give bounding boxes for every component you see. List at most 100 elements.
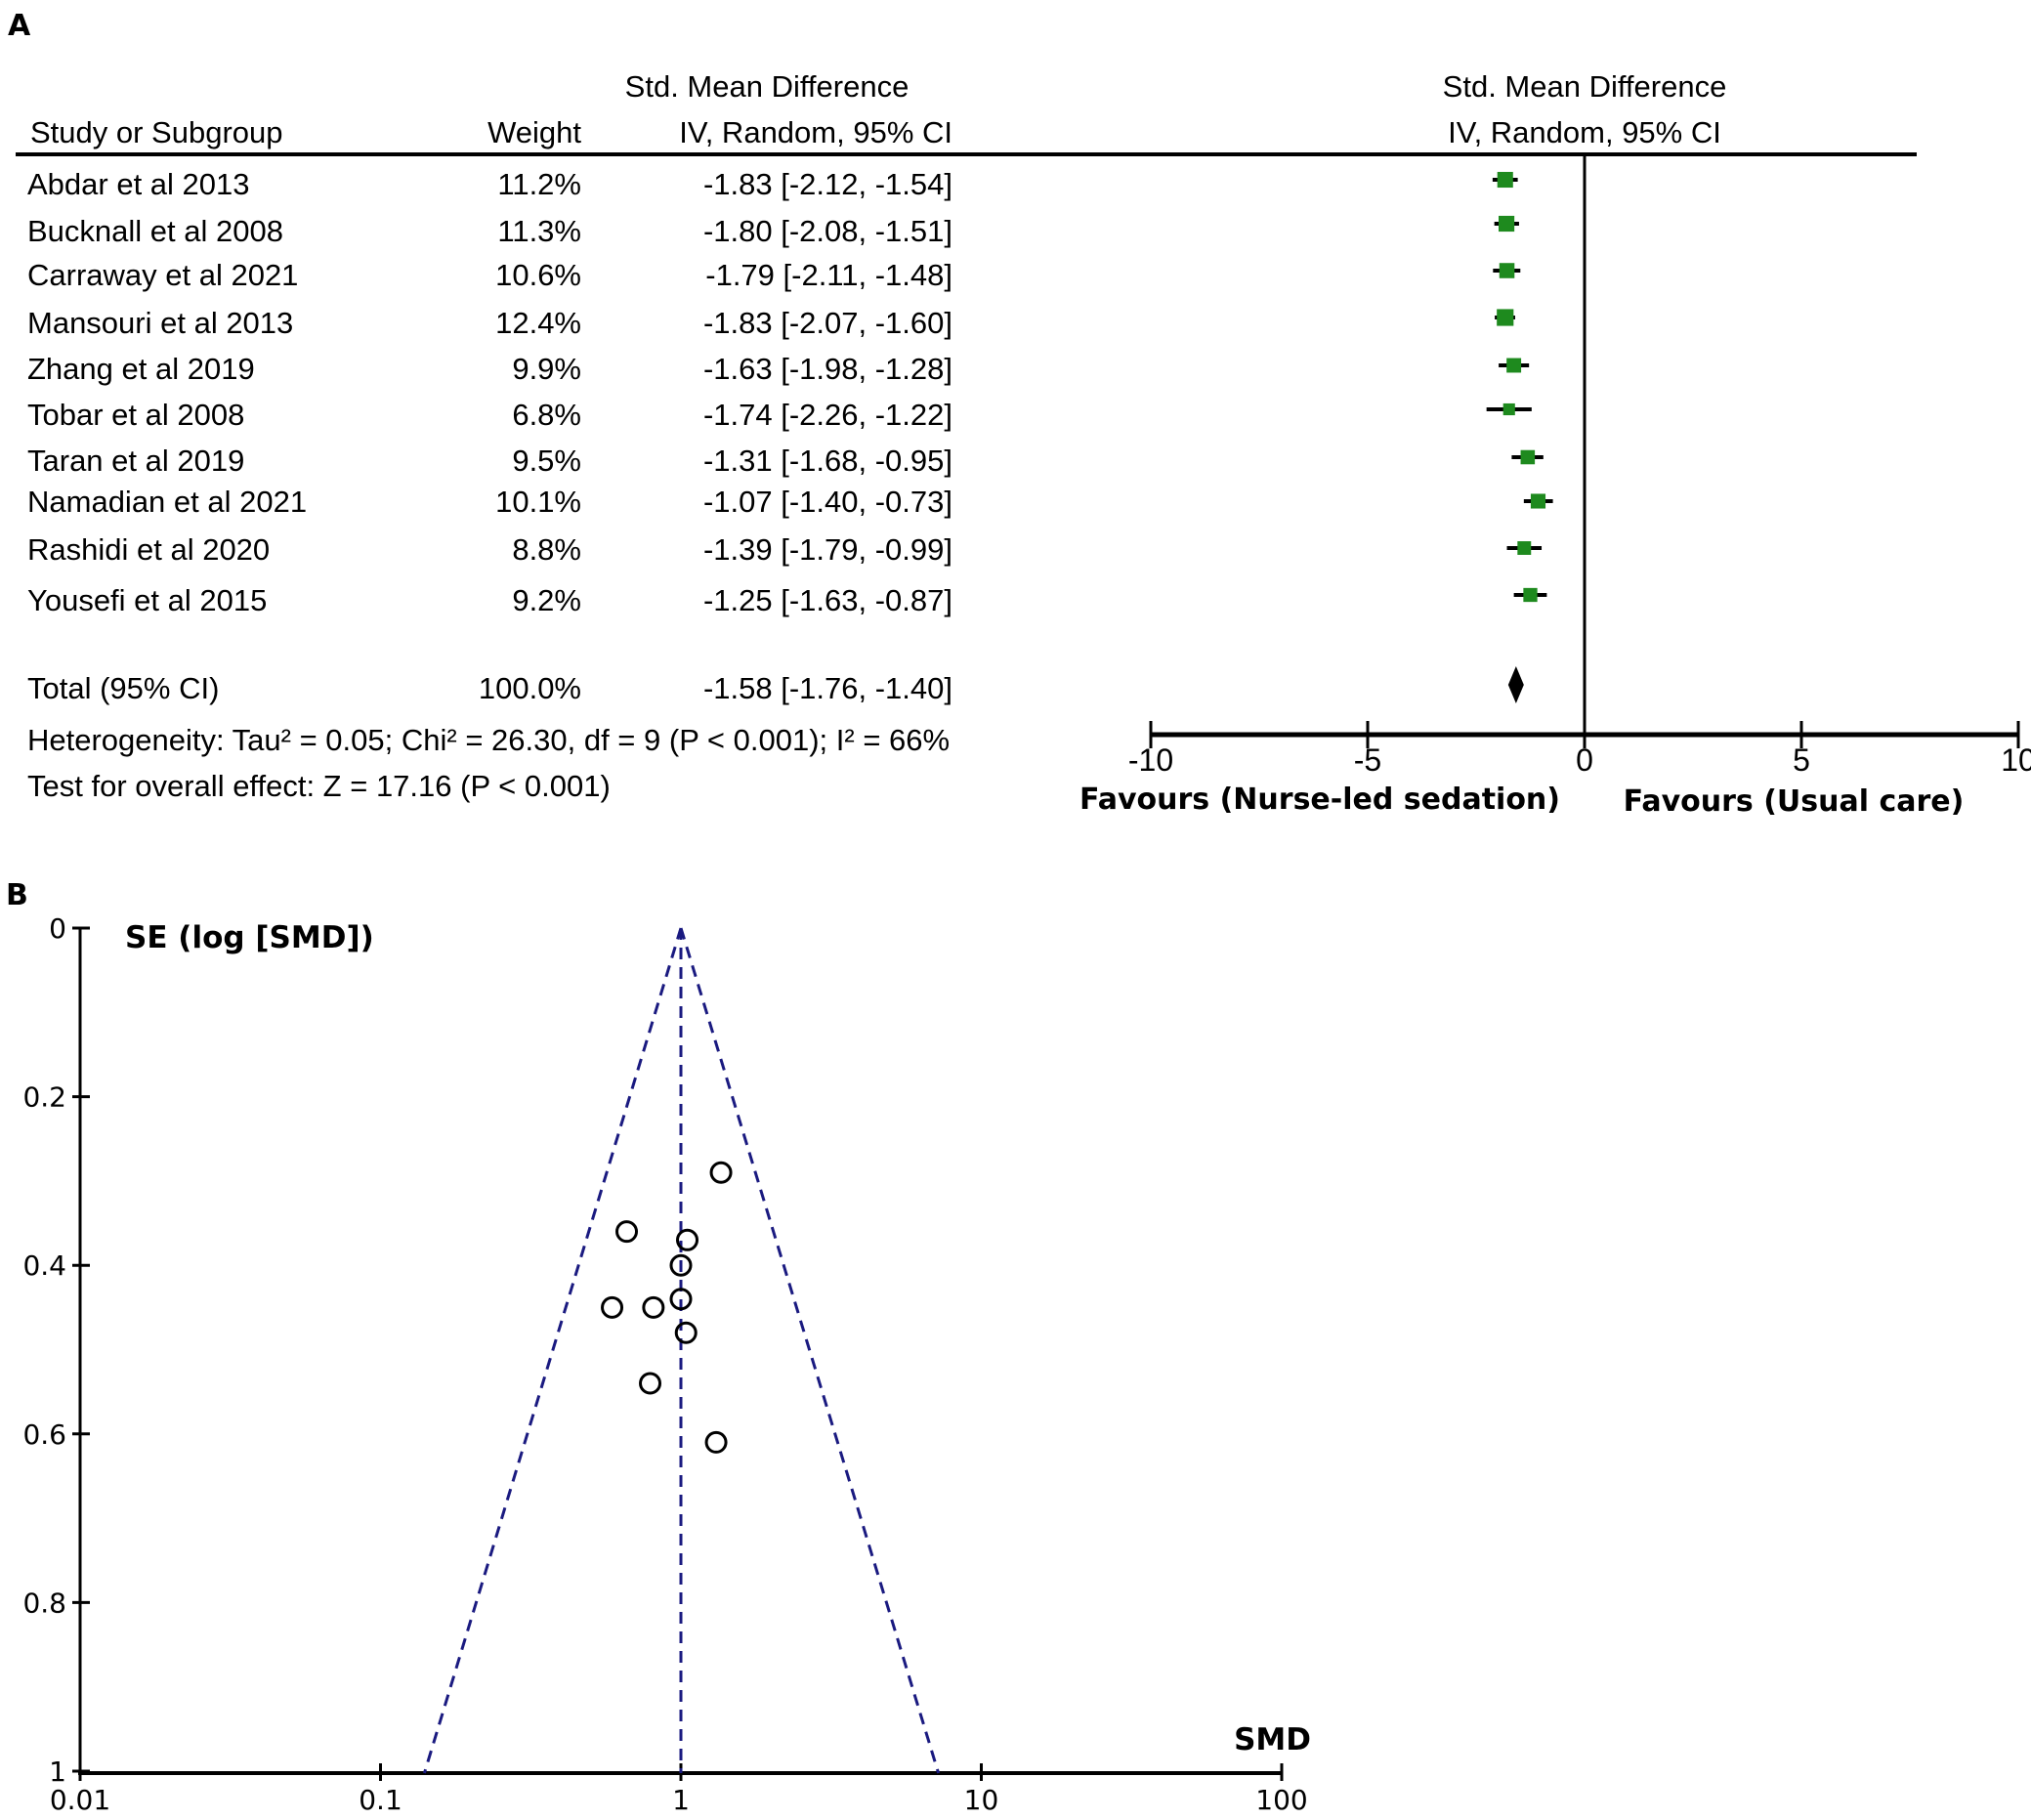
forest-x-tick-label: 10	[2001, 742, 2031, 778]
study-marker	[1497, 309, 1514, 326]
x-axis-label: SMD	[1234, 1722, 1311, 1757]
study-row: Abdar et al 2013 11.2% -1.83 [-2.12, -1.54…	[27, 167, 952, 201]
study-name: Yousefi et al 2015	[27, 583, 267, 617]
study-marker	[1523, 587, 1538, 603]
study-row: Namadian et al 2021 10.1% -1.07 [-1.40, -0…	[27, 485, 952, 519]
forest-x-tick-label: 0	[1576, 742, 1593, 778]
total-weight: 100.0%	[479, 671, 581, 705]
favours-right-label: Favours (Usual care)	[1624, 784, 1965, 819]
study-marker	[1520, 449, 1536, 465]
study-name: Bucknall et al 2008	[27, 214, 283, 248]
study-name: Taran et al 2019	[27, 444, 244, 478]
study-row: Zhang et al 2019 9.9% -1.63 [-1.98, -1.28]	[27, 352, 952, 386]
funnel-left-boundary	[422, 927, 683, 1774]
funnel-x-tick-label: 10	[964, 1784, 999, 1816]
study-weight: 10.6%	[495, 258, 581, 292]
plot-column-header-line1: Std. Mean Difference	[1443, 69, 1727, 104]
funnel-plot-area: 00.20.40.60.810.01 0.1 1 10 100	[22, 912, 1307, 1816]
funnel-right-boundary	[679, 927, 941, 1774]
funnel-x-tick-label: 0.01	[50, 1784, 110, 1816]
total-ci: -1.58 [-1.76, -1.40]	[703, 671, 952, 705]
funnel-y-tick-label: 0.4	[22, 1249, 66, 1282]
study-marker	[1498, 215, 1515, 233]
forest-x-tick-label: 5	[1793, 742, 1810, 778]
overall-effect-stats: Test for overall effect: Z = 17.16 (P < …	[27, 769, 611, 803]
heterogeneity-stats: Heterogeneity: Tau² = 0.05; Chi² = 26.30…	[27, 723, 950, 757]
study-column-header: Study or Subgroup	[30, 115, 283, 149]
study-effect-ci: -1.79 [-2.11, -1.48]	[705, 258, 952, 292]
funnel-study-point	[709, 1161, 733, 1184]
study-weight: 12.4%	[495, 306, 581, 340]
y-axis-label: SE (log [SMD])	[125, 920, 374, 955]
funnel-x-tick-label: 100	[1255, 1784, 1307, 1816]
study-weight: 8.8%	[512, 532, 581, 567]
study-effect-ci: -1.39 [-1.79, -0.99]	[703, 532, 952, 567]
funnel-plot-panel: B SE (log [SMD]) SMD 00.20.40.60.810.01 0…	[6, 878, 1311, 1816]
weight-column-header: Weight	[487, 115, 581, 149]
study-row: Yousefi et al 2015 9.2% -1.25 [-1.63, -0.8…	[27, 583, 952, 617]
funnel-study-point	[669, 1253, 693, 1277]
funnel-y-tick-label: 1	[49, 1756, 66, 1788]
panel-label-a: A	[8, 9, 31, 43]
panel-label-b: B	[6, 878, 28, 912]
funnel-y-tick-label: 0.8	[22, 1587, 66, 1619]
study-name: Rashidi et al 2020	[27, 532, 270, 567]
funnel-study-point	[642, 1295, 665, 1319]
funnel-study-point	[704, 1430, 728, 1454]
forest-x-tick-label: -10	[1128, 742, 1173, 778]
funnel-x-tick-label: 0.1	[359, 1784, 402, 1816]
study-marker	[1502, 402, 1515, 416]
effect-column-header-line1: Std. Mean Difference	[625, 69, 910, 104]
funnel-study-point	[615, 1220, 639, 1244]
study-weight: 6.8%	[512, 398, 581, 432]
study-row: Taran et al 2019 9.5% -1.31 [-1.68, -0.95]	[27, 444, 952, 478]
study-row: Tobar et al 2008 6.8% -1.74 [-2.26, -1.22]	[27, 398, 952, 432]
study-weight: 11.2%	[497, 167, 581, 201]
forest-plot-area: -10 -5 0 5 10	[1128, 155, 2031, 778]
study-weight: 9.9%	[512, 352, 581, 386]
study-effect-ci: -1.74 [-2.26, -1.22]	[703, 398, 952, 432]
study-effect-ci: -1.80 [-2.08, -1.51]	[703, 214, 952, 248]
forest-x-tick-label: -5	[1354, 742, 1381, 778]
study-name: Abdar et al 2013	[27, 167, 250, 201]
study-name: Namadian et al 2021	[27, 485, 307, 519]
study-weight: 11.3%	[497, 214, 581, 248]
funnel-study-point	[669, 1288, 693, 1311]
study-name: Zhang et al 2019	[27, 352, 255, 386]
study-name: Tobar et al 2008	[27, 398, 244, 432]
plot-column-header-line2: IV, Random, 95% CI	[1448, 115, 1721, 149]
study-weight: 9.5%	[512, 444, 581, 478]
study-row: Rashidi et al 2020 8.8% -1.39 [-1.79, -0.9…	[27, 532, 952, 567]
study-effect-ci: -1.63 [-1.98, -1.28]	[703, 352, 952, 386]
study-row: Bucknall et al 2008 11.3% -1.80 [-2.08, -1…	[27, 214, 952, 248]
funnel-study-point	[676, 1228, 699, 1251]
effect-column-header-line2: IV, Random, 95% CI	[679, 115, 952, 149]
study-effect-ci: -1.25 [-1.63, -0.87]	[703, 583, 952, 617]
funnel-x-tick-label: 1	[672, 1784, 690, 1816]
funnel-y-tick-label: 0	[49, 912, 66, 945]
study-row: Carraway et al 2021 10.6% -1.79 [-2.11, -1…	[27, 258, 952, 292]
study-name: Carraway et al 2021	[27, 258, 298, 292]
study-name: Mansouri et al 2013	[27, 306, 293, 340]
pooled-effect-diamond	[1507, 666, 1524, 703]
study-weight: 9.2%	[512, 583, 581, 617]
funnel-study-point	[674, 1321, 698, 1344]
study-effect-ci: -1.83 [-2.07, -1.60]	[703, 306, 952, 340]
study-rows: Abdar et al 2013 11.2% -1.83 [-2.12, -1.54…	[27, 167, 952, 617]
study-marker	[1517, 541, 1532, 555]
study-effect-ci: -1.83 [-2.12, -1.54]	[703, 167, 952, 201]
study-marker	[1506, 358, 1522, 373]
study-row: Mansouri et al 2013 12.4% -1.83 [-2.07, -1…	[27, 306, 952, 340]
study-weight: 10.1%	[495, 485, 581, 519]
funnel-study-point	[601, 1295, 624, 1319]
funnel-study-point	[639, 1372, 662, 1395]
total-label: Total (95% CI)	[27, 671, 219, 705]
study-effect-ci: -1.31 [-1.68, -0.95]	[703, 444, 952, 478]
study-marker	[1499, 263, 1515, 278]
study-marker	[1497, 171, 1513, 189]
funnel-y-tick-label: 0.6	[22, 1418, 66, 1451]
favours-left-label: Favours (Nurse-led sedation)	[1079, 783, 1560, 817]
funnel-y-tick-label: 0.2	[22, 1081, 66, 1114]
forest-plot-panel: A Std. Mean Difference Study or Subgroup…	[8, 9, 2031, 819]
